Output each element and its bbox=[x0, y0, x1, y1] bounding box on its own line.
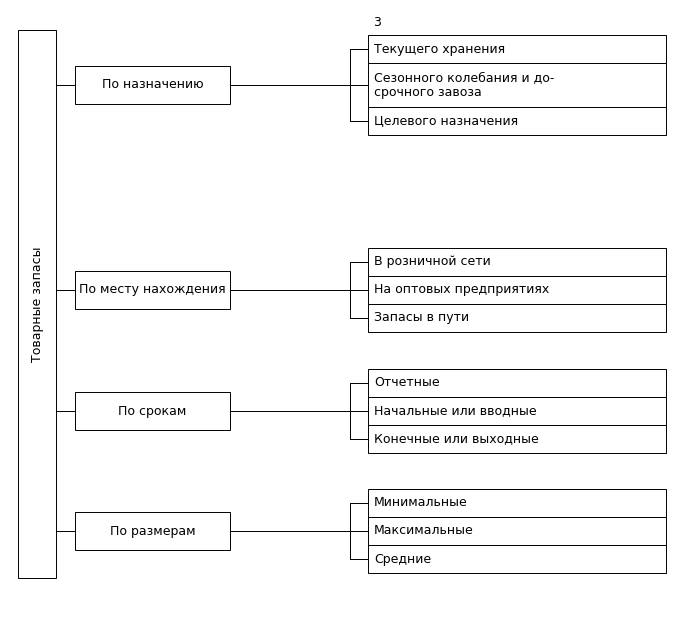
FancyBboxPatch shape bbox=[368, 489, 666, 517]
Text: 3: 3 bbox=[373, 17, 381, 30]
Text: По назначению: По назначению bbox=[102, 78, 204, 91]
Text: Текущего хранения: Текущего хранения bbox=[374, 43, 505, 56]
Text: По срокам: По срокам bbox=[118, 405, 187, 418]
FancyBboxPatch shape bbox=[368, 35, 666, 63]
Text: Сезонного колебания и до-
срочного завоза: Сезонного колебания и до- срочного завоз… bbox=[374, 71, 554, 99]
FancyBboxPatch shape bbox=[368, 425, 666, 453]
FancyBboxPatch shape bbox=[368, 369, 666, 397]
FancyBboxPatch shape bbox=[75, 66, 230, 104]
Text: Запасы в пути: Запасы в пути bbox=[374, 311, 469, 324]
Text: Средние: Средние bbox=[374, 552, 431, 565]
FancyBboxPatch shape bbox=[75, 271, 230, 309]
Text: По размерам: По размерам bbox=[109, 525, 195, 538]
Text: Начальные или вводные: Начальные или вводные bbox=[374, 405, 537, 418]
FancyBboxPatch shape bbox=[18, 30, 56, 578]
Text: На оптовых предприятиях: На оптовых предприятиях bbox=[374, 284, 549, 297]
FancyBboxPatch shape bbox=[368, 107, 666, 135]
FancyBboxPatch shape bbox=[368, 304, 666, 332]
FancyBboxPatch shape bbox=[368, 397, 666, 425]
FancyBboxPatch shape bbox=[75, 512, 230, 550]
FancyBboxPatch shape bbox=[368, 276, 666, 304]
Text: Целевого назначения: Целевого назначения bbox=[374, 114, 518, 127]
FancyBboxPatch shape bbox=[368, 63, 666, 107]
Text: В розничной сети: В розничной сети bbox=[374, 255, 491, 268]
Text: По месту нахождения: По месту нахождения bbox=[79, 284, 226, 297]
FancyBboxPatch shape bbox=[368, 517, 666, 545]
Text: Максимальные: Максимальные bbox=[374, 525, 474, 538]
Text: Конечные или выходные: Конечные или выходные bbox=[374, 433, 539, 446]
FancyBboxPatch shape bbox=[75, 392, 230, 430]
Text: Товарные запасы: Товарные запасы bbox=[31, 246, 43, 362]
FancyBboxPatch shape bbox=[368, 248, 666, 276]
Text: Отчетные: Отчетные bbox=[374, 376, 440, 389]
Text: Минимальные: Минимальные bbox=[374, 496, 468, 509]
FancyBboxPatch shape bbox=[368, 545, 666, 573]
